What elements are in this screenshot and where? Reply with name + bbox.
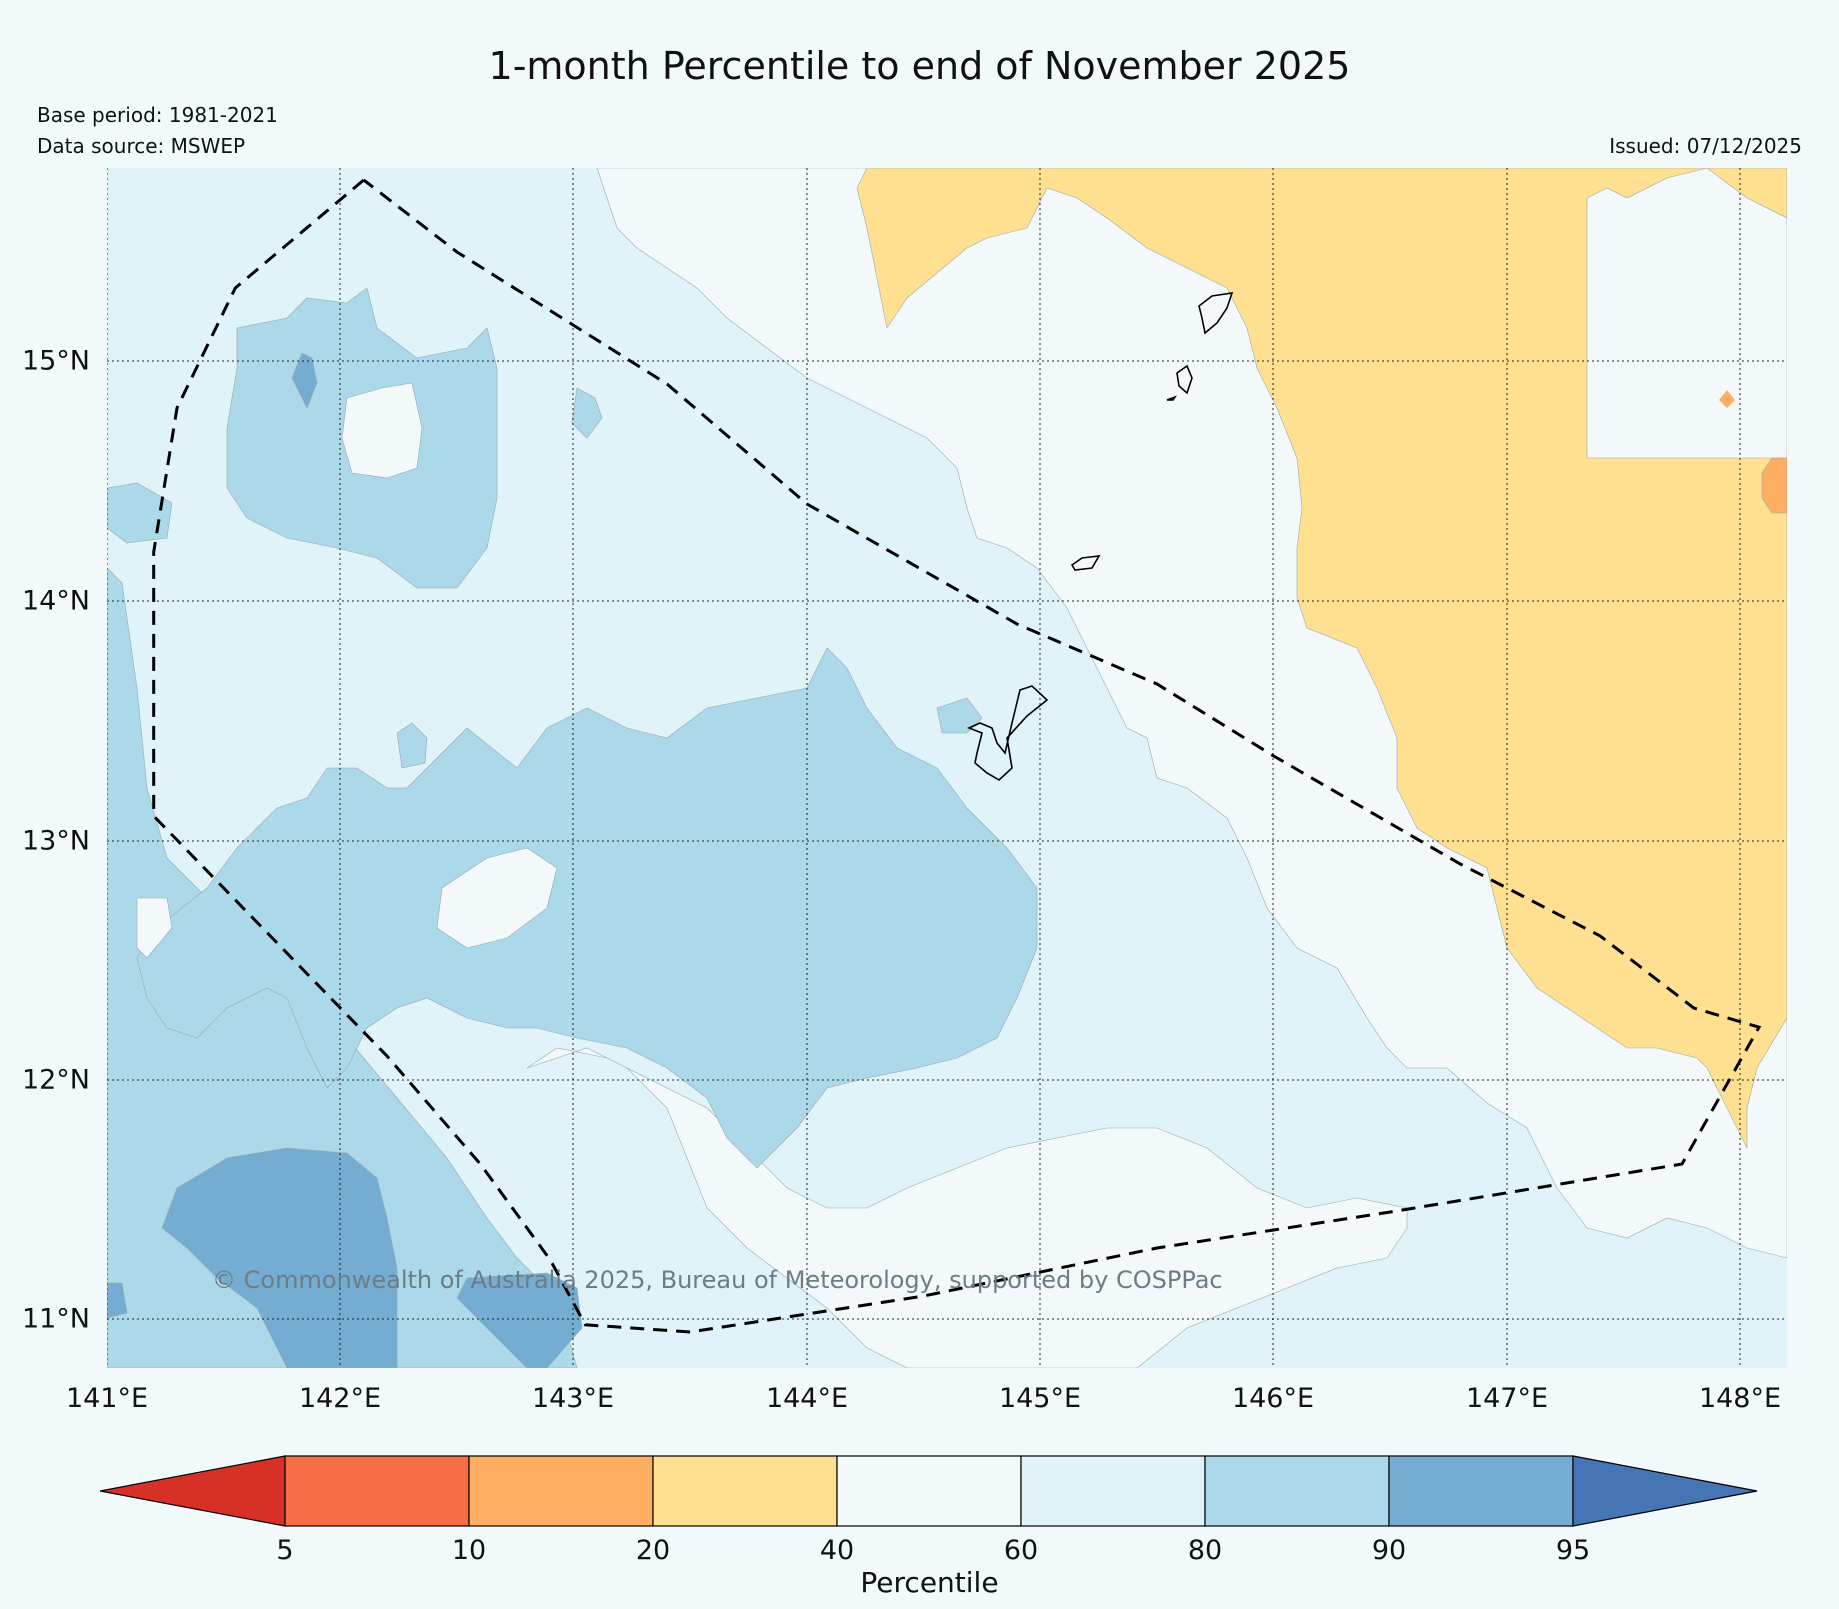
colorbar-tick-95: 95 (1555, 1535, 1591, 1566)
colorbar-arrow-high (1572, 1455, 1758, 1527)
lon-label-148e: 148°E (1698, 1383, 1782, 1414)
band-90-95-south (161, 1147, 398, 1368)
colorbar-segment-40-60 (836, 1455, 1022, 1527)
island-rota (1070, 555, 1101, 571)
colorbar-tick-80: 80 (1187, 1535, 1223, 1566)
base-period: Base period: 1981-2021 (37, 103, 278, 127)
lon-label-146e: 146°E (1231, 1383, 1315, 1414)
band-80-90-islet-d (107, 482, 173, 544)
colorbar-tick-20: 20 (635, 1535, 671, 1566)
band-20-40 (856, 168, 1787, 1149)
issued-date: Issued: 07/12/2025 (1609, 134, 1802, 158)
lat-label-11n: 11°N (21, 1303, 90, 1335)
lon-label-144e: 144°E (765, 1383, 849, 1414)
band-80-90-center (136, 647, 1038, 1169)
lon-label-142e: 142°E (298, 1383, 382, 1414)
colorbar-segment-10-20 (468, 1455, 654, 1527)
colorbar-tick-40: 40 (819, 1535, 855, 1566)
colorbar-arrow-low (100, 1455, 286, 1527)
lon-label-145e: 145°E (998, 1383, 1082, 1414)
lat-label-12n: 12°N (21, 1064, 90, 1096)
lat-label-14n: 14°N (21, 585, 90, 617)
band-80-90-islet-c (571, 387, 603, 439)
copyright-notice: © Commonwealth of Australia 2025, Bureau… (212, 1266, 1223, 1294)
lat-label-15n: 15°N (21, 345, 90, 377)
colorbar-tick-5: 5 (276, 1535, 294, 1566)
band-80-90-islet-b (396, 722, 428, 769)
island-tinian (1176, 364, 1193, 395)
colorbar (100, 1455, 1758, 1527)
band-40-60-hole-north (341, 382, 423, 479)
band-10-20-spot (1761, 457, 1787, 514)
colorbar-segment-5-10 (284, 1455, 470, 1527)
lon-label-143e: 143°E (531, 1383, 615, 1414)
band-10-20-dot (1719, 390, 1735, 408)
band-40-60-hole-center (436, 847, 558, 949)
map-panel (107, 168, 1787, 1368)
island-aguijan (1166, 395, 1178, 401)
lon-label-141e: 141°E (65, 1383, 149, 1414)
graticule (107, 168, 1787, 1368)
band-90-95-edge (107, 1282, 128, 1319)
data-source: Data source: MSWEP (37, 134, 246, 158)
band-90-95-north (291, 352, 318, 409)
band-40-60-hole-west (136, 897, 173, 959)
colorbar-tick-10: 10 (451, 1535, 487, 1566)
map-title: 1-month Percentile to end of November 20… (488, 44, 1351, 88)
island-guam (966, 685, 1049, 781)
region-boundary (152, 178, 1762, 1334)
colorbar-segment-20-40 (652, 1455, 838, 1527)
band-40-60-south (526, 1047, 1408, 1368)
island-saipan (1198, 292, 1234, 335)
colorbar-segment-80-90 (1204, 1455, 1390, 1527)
lat-label-13n: 13°N (21, 825, 90, 857)
lon-label-147e: 147°E (1465, 1383, 1549, 1414)
colorbar-label: Percentile (860, 1566, 999, 1599)
band-90-95-southeast (456, 1272, 583, 1368)
colorbar-segment-90-95 (1388, 1455, 1574, 1527)
colorbar-tick-90: 90 (1371, 1535, 1407, 1566)
colorbar-tick-60: 60 (1003, 1535, 1039, 1566)
colorbar-segment-60-80 (1020, 1455, 1206, 1527)
island-outlines (966, 292, 1234, 781)
